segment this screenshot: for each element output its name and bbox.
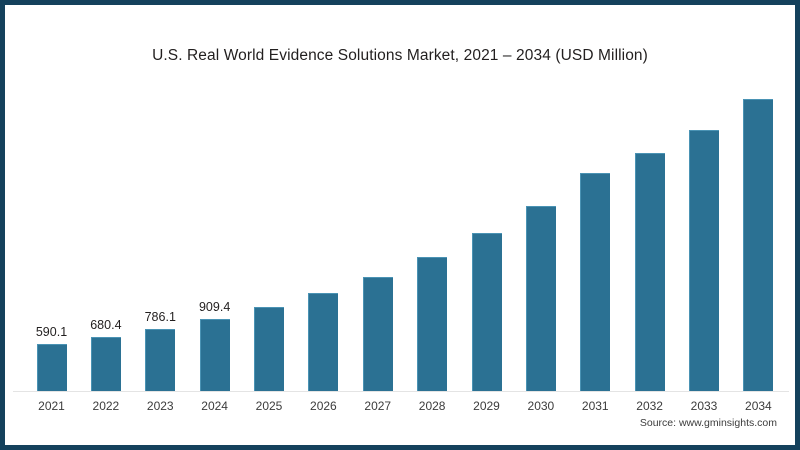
- bar-rect[interactable]: [471, 233, 502, 391]
- bar-value-label: 590.1: [35, 325, 68, 339]
- bar-column[interactable]: [460, 85, 513, 391]
- bar-value-label: 909.4: [198, 300, 231, 314]
- bar-column[interactable]: [678, 85, 731, 391]
- x-axis-tick-label: 2023: [146, 399, 174, 413]
- x-axis-tick-label: 2022: [92, 399, 120, 413]
- x-axis-tick-label: 2024: [201, 399, 228, 413]
- bar-column[interactable]: [351, 85, 404, 391]
- x-axis-line: [13, 391, 789, 392]
- x-axis-tick-label: 2026: [310, 399, 337, 413]
- x-axis-tick-label: 2028: [418, 399, 446, 413]
- source-note: Source: www.gminsights.com: [639, 417, 777, 429]
- x-axis-tick-label: 2021: [38, 399, 65, 413]
- bar-column[interactable]: [732, 85, 785, 391]
- chart-title: U.S. Real World Evidence Solutions Marke…: [152, 47, 648, 64]
- bar-column[interactable]: [623, 85, 676, 391]
- bar-rect[interactable]: [254, 307, 284, 391]
- x-axis-tick-label: 2034: [745, 399, 772, 413]
- bar-rect[interactable]: [362, 277, 393, 391]
- bar-column[interactable]: 680.4: [79, 85, 132, 391]
- bar-rect[interactable]: [145, 329, 176, 391]
- bar-rect[interactable]: [199, 319, 230, 391]
- x-axis-tick-label: 2025: [255, 399, 283, 413]
- bar-column[interactable]: 786.1: [134, 85, 187, 391]
- bar-rect[interactable]: [525, 206, 556, 391]
- plot-area: 590.1 680.4 786.1 909.4: [19, 85, 791, 391]
- bar-column[interactable]: [569, 85, 622, 391]
- bar-rect[interactable]: [743, 99, 774, 391]
- x-axis-tick-label: 2030: [527, 399, 555, 413]
- bar-series: 590.1 680.4 786.1 909.4: [19, 85, 791, 391]
- bar-column[interactable]: [297, 85, 350, 391]
- x-axis-labels: 2021 2022 2023 2024 2025 2026 2027 2028 2029 2030…: [19, 399, 791, 413]
- bar-rect[interactable]: [308, 293, 339, 391]
- bar-column[interactable]: [243, 85, 296, 391]
- x-axis-tick-label: 2031: [581, 399, 609, 413]
- bar-column[interactable]: 909.4: [188, 85, 241, 391]
- bar-rect[interactable]: [689, 130, 719, 391]
- bar-value-label: 680.4: [90, 318, 122, 332]
- bar-rect[interactable]: [634, 153, 665, 391]
- bar-rect[interactable]: [36, 344, 67, 391]
- x-axis-tick-label: 2029: [473, 399, 500, 413]
- bar-rect[interactable]: [90, 337, 121, 391]
- x-axis-tick-label: 2027: [364, 399, 392, 413]
- bar-column[interactable]: [514, 85, 567, 391]
- bar-rect[interactable]: [417, 257, 448, 391]
- x-axis-tick-label: 2033: [690, 399, 718, 413]
- bar-column[interactable]: [406, 85, 459, 391]
- bar-column[interactable]: 590.1: [25, 85, 78, 391]
- x-axis-tick-label: 2032: [636, 399, 663, 413]
- bar-rect[interactable]: [580, 173, 611, 391]
- bar-value-label: 786.1: [144, 310, 176, 324]
